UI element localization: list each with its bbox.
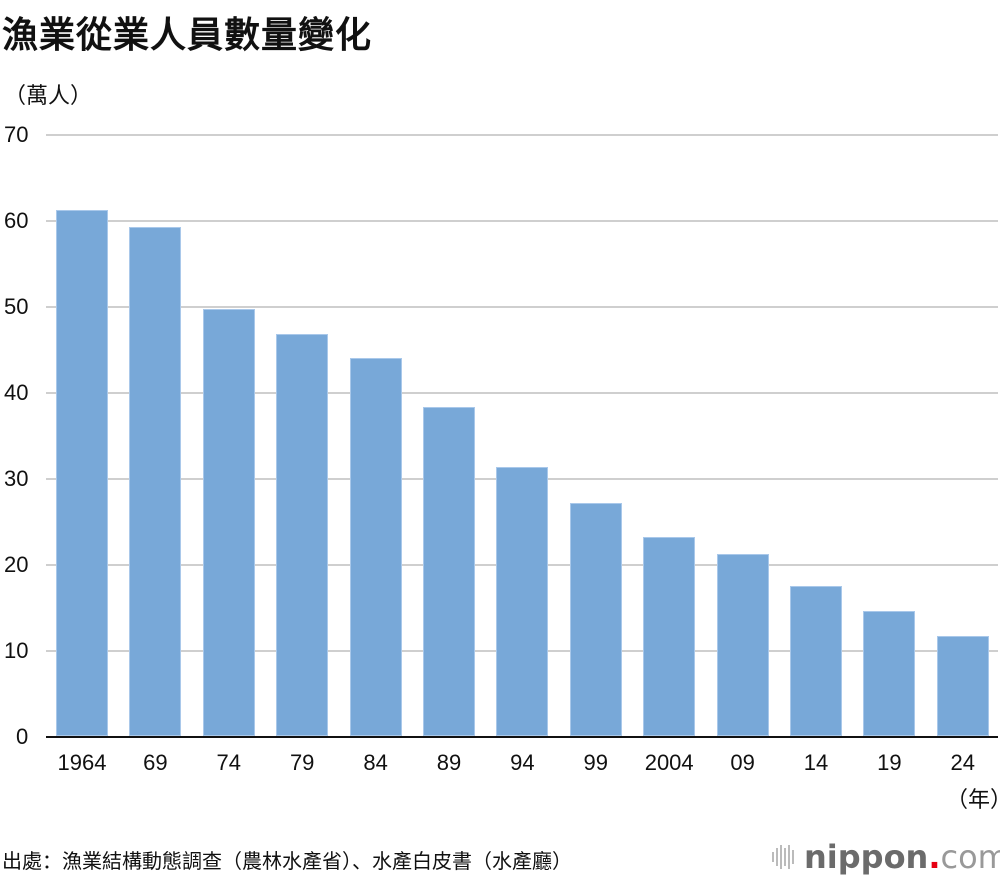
y-tick-label: 30 bbox=[4, 466, 29, 491]
y-tick-label: 40 bbox=[4, 380, 29, 405]
x-tick-label: 99 bbox=[583, 750, 609, 775]
plot-area bbox=[46, 134, 998, 738]
gridline bbox=[46, 220, 998, 222]
chart-title: 漁業從業人員數量變化 bbox=[2, 15, 373, 56]
gridline bbox=[46, 306, 998, 308]
bar-84 bbox=[349, 357, 402, 736]
x-tick-label: 84 bbox=[363, 750, 388, 775]
y-tick-label: 10 bbox=[4, 638, 29, 663]
bar-74 bbox=[202, 308, 255, 736]
bar-89 bbox=[423, 406, 475, 736]
x-tick-label: 09 bbox=[730, 750, 755, 775]
sound-bars-icon bbox=[772, 845, 794, 869]
bar-99 bbox=[569, 502, 622, 736]
bar-94 bbox=[496, 466, 549, 736]
gridline bbox=[46, 134, 998, 136]
y-tick-label: 70 bbox=[4, 122, 29, 147]
x-tick-label: 24 bbox=[950, 750, 976, 775]
bar-1964 bbox=[56, 209, 108, 736]
logo-dot: . bbox=[928, 838, 941, 876]
bar-69 bbox=[129, 226, 182, 736]
x-tick-label: 2004 bbox=[644, 750, 694, 775]
bar-79 bbox=[276, 333, 329, 736]
nippon-logo: nippon. com bbox=[772, 838, 1000, 876]
y-axis-unit-label: （萬人） bbox=[4, 84, 93, 109]
x-tick-label: 94 bbox=[510, 750, 535, 775]
x-axis-line bbox=[46, 736, 998, 738]
logo-name: nippon bbox=[804, 838, 929, 876]
x-axis-unit-label: （年） bbox=[946, 788, 1000, 813]
x-tick-label: 14 bbox=[803, 750, 829, 775]
x-tick-label: 74 bbox=[216, 750, 242, 775]
bar-19 bbox=[863, 611, 916, 736]
bar-14 bbox=[790, 586, 842, 736]
y-tick-label: 20 bbox=[4, 552, 29, 577]
x-tick-label: 19 bbox=[877, 750, 902, 775]
x-tick-label: 89 bbox=[436, 750, 462, 775]
source-note: 出處：漁業結構動態調查（農林水產省）、水產白皮書（水產廳） bbox=[2, 849, 572, 873]
y-tick-label: 60 bbox=[4, 208, 29, 233]
y-tick-label: 0 bbox=[16, 724, 29, 749]
gridline bbox=[46, 392, 998, 394]
x-tick-label: 1964 bbox=[57, 750, 107, 775]
bar-09 bbox=[716, 553, 769, 736]
y-tick-label: 50 bbox=[4, 294, 29, 319]
bar-2004 bbox=[643, 537, 696, 736]
bar-24 bbox=[936, 636, 989, 736]
x-tick-label: 79 bbox=[289, 750, 315, 775]
logo-suffix: com bbox=[940, 838, 1000, 876]
x-tick-label: 69 bbox=[143, 750, 168, 775]
